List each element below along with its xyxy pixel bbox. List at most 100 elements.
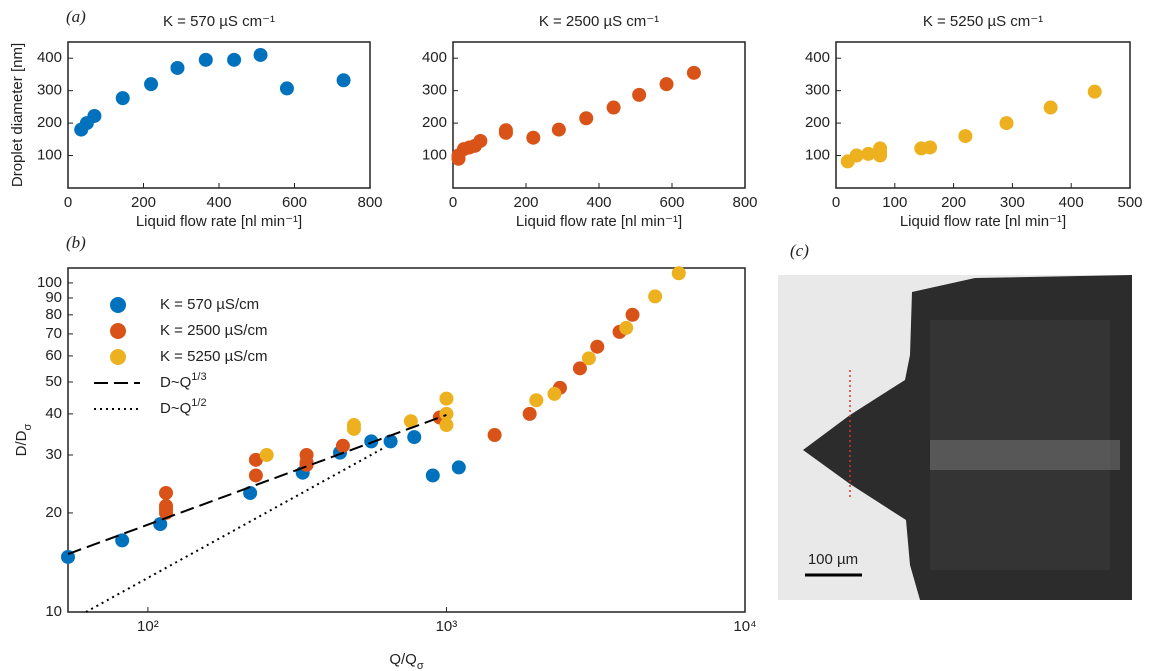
x-axis-label-main: Liquid flow rate [nl min⁻¹] [900, 213, 1066, 230]
y-tick-label: 300 [422, 82, 447, 99]
data-point [572, 361, 587, 376]
data-point [115, 533, 130, 548]
data-point [159, 485, 174, 500]
data-point [248, 468, 263, 483]
data-point [958, 129, 973, 144]
y-axis-label-main: Droplet diameter [nm] [9, 43, 26, 187]
y-tick-label: 100 [37, 147, 62, 164]
panel-label: (c) [790, 241, 809, 260]
x-tick-label: 400 [206, 194, 231, 211]
data-point [383, 434, 398, 449]
y-axis-label-main: D/D [13, 430, 30, 456]
x-tick-label: 400 [1059, 194, 1084, 211]
x-tick-label: 10³ [436, 618, 458, 635]
data-point [279, 81, 294, 96]
scale-bar-label: 100 µm [808, 551, 858, 568]
data-point [522, 406, 537, 421]
x-tick-label: 300 [1000, 194, 1025, 211]
data-point [170, 60, 185, 75]
plot-frame [452, 41, 746, 189]
y-tick-label: 90 [45, 289, 62, 306]
x-axis-label: Liquid flow rate [nl min⁻¹] [900, 213, 1066, 230]
panel-label: (a) [66, 7, 86, 26]
x-tick-label: 10⁴ [733, 618, 756, 635]
x-tick-label: 200 [131, 194, 156, 211]
x-axis-label-main: Liquid flow rate [nl min⁻¹] [516, 213, 682, 230]
x-axis-label-sub: σ [417, 660, 424, 671]
data-point [335, 438, 350, 453]
data-point [451, 460, 466, 475]
chart-title: K = 5250 µS cm⁻¹ [923, 13, 1043, 30]
y-tick-label: 30 [45, 446, 62, 463]
data-point [581, 351, 596, 366]
y-tick-label: 80 [45, 306, 62, 323]
y-axis-label: D/Dσ [13, 423, 34, 456]
legend-label-main: D~Q [160, 400, 191, 417]
data-point [590, 339, 605, 354]
data-point [346, 421, 361, 436]
x-tick-label: 500 [1117, 194, 1142, 211]
legend-label: D~Q1/2 [160, 397, 207, 417]
y-axis-label-sub: σ [22, 423, 34, 430]
data-point [529, 393, 544, 408]
y-tick-label: 200 [37, 114, 62, 131]
data-point [473, 133, 488, 148]
legend-label: K = 2500 µS/cm [160, 322, 267, 339]
legend-marker [110, 323, 126, 339]
x-tick-label: 10² [137, 618, 159, 635]
x-tick-label: 600 [282, 194, 307, 211]
data-point [144, 77, 159, 92]
data-point [619, 320, 634, 335]
x-tick-label: 0 [449, 194, 457, 211]
data-point [526, 130, 541, 145]
data-point [439, 391, 454, 406]
data-point [861, 146, 876, 161]
y-tick-label: 100 [422, 147, 447, 164]
data-point [253, 47, 268, 62]
y-tick-label: 60 [45, 347, 62, 364]
data-point [648, 289, 663, 304]
data-point [198, 52, 213, 67]
data-point [425, 468, 440, 483]
data-point [403, 414, 418, 429]
data-point [671, 266, 686, 281]
data-point [547, 386, 562, 401]
y-tick-label: 200 [422, 114, 447, 131]
data-point [999, 116, 1014, 131]
data-point [487, 428, 502, 443]
data-point [849, 148, 864, 163]
y-tick-label: 70 [45, 325, 62, 342]
data-point [259, 447, 274, 462]
y-axis-label: Droplet diameter [nm] [9, 43, 26, 187]
x-tick-label: 800 [357, 194, 382, 211]
data-point [248, 452, 263, 467]
legend-label-main: K = 2500 µS/cm [160, 322, 267, 339]
data-point [299, 457, 314, 472]
x-tick-label: 600 [659, 194, 684, 211]
data-point [87, 108, 102, 123]
x-tick-label: 0 [64, 194, 72, 211]
data-point [439, 418, 454, 433]
microscope-image: 100 µm [778, 275, 1132, 600]
data-point [551, 122, 566, 137]
legend-marker [110, 349, 126, 365]
data-point [1087, 84, 1102, 99]
x-axis-label: Q/Qσ [389, 651, 424, 671]
y-tick-label: 300 [805, 82, 830, 99]
y-tick-label: 200 [805, 114, 830, 131]
data-point [632, 87, 647, 102]
data-point [659, 77, 674, 92]
y-tick-label: 300 [37, 82, 62, 99]
x-tick-label: 400 [586, 194, 611, 211]
data-point [439, 406, 454, 421]
fit-line [67, 414, 447, 555]
y-tick-label: 40 [45, 405, 62, 422]
x-axis-label-main: Liquid flow rate [nl min⁻¹] [136, 213, 302, 230]
legend-label-main: K = 5250 µS/cm [160, 348, 267, 365]
fit-line [85, 446, 385, 613]
y-tick-label: 400 [37, 49, 62, 66]
y-tick-label: 50 [45, 373, 62, 390]
legend-label-sup: 1/3 [191, 371, 206, 383]
x-tick-label: 100 [882, 194, 907, 211]
y-tick-label: 100 [37, 274, 62, 291]
